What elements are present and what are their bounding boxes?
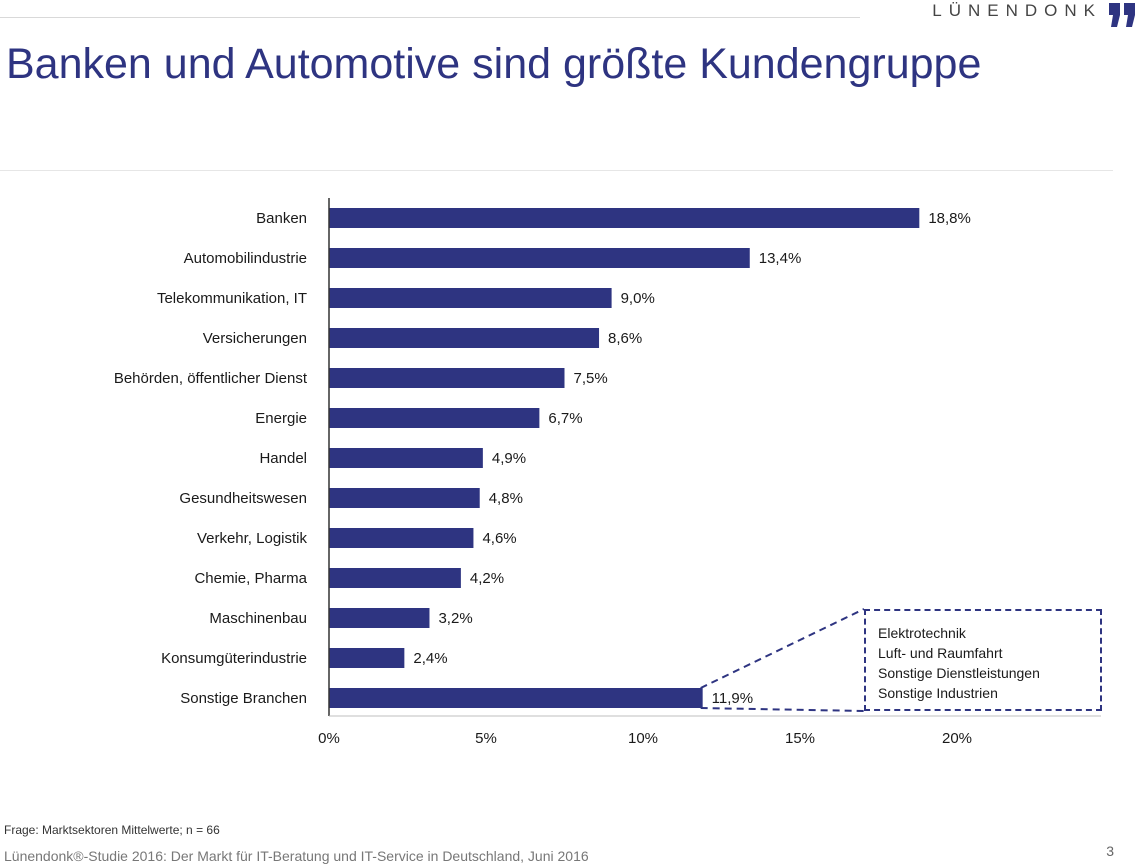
- top-rule: [0, 17, 860, 18]
- connector-line: [700, 608, 865, 689]
- data-label: 11,9%: [712, 690, 753, 707]
- bar: [329, 248, 750, 268]
- bar: [329, 448, 483, 468]
- page-number: 3: [1106, 843, 1114, 859]
- category-label: Telekommunikation, IT: [157, 290, 307, 307]
- x-tick-label: 20%: [942, 730, 972, 747]
- data-label: 4,9%: [492, 450, 526, 467]
- quote-mark-icon: [1109, 3, 1135, 27]
- bar: [329, 568, 461, 588]
- category-label: Verkehr, Logistik: [197, 530, 308, 547]
- x-tick-label: 5%: [475, 730, 497, 747]
- section-divider: [0, 170, 1113, 171]
- data-label: 8,6%: [608, 330, 642, 347]
- bar: [329, 288, 612, 308]
- category-label: Handel: [259, 450, 307, 467]
- data-label: 6,7%: [548, 410, 582, 427]
- category-label: Banken: [256, 210, 307, 227]
- annotation-line: Elektrotechnik: [878, 625, 966, 641]
- source-note: Lünendonk®-Studie 2016: Der Markt für IT…: [4, 848, 589, 864]
- category-label: Versicherungen: [203, 330, 307, 347]
- brand-logo: LÜNENDONK: [932, 0, 1138, 30]
- data-label: 18,8%: [928, 210, 971, 227]
- category-label: Energie: [255, 410, 307, 427]
- category-label: Sonstige Branchen: [180, 690, 307, 707]
- x-tick-label: 10%: [628, 730, 658, 747]
- data-label: 7,5%: [574, 370, 608, 387]
- category-label: Gesundheitswesen: [179, 490, 307, 507]
- bar: [329, 408, 540, 428]
- data-label: 9,0%: [621, 290, 655, 307]
- category-label: Automobilindustrie: [184, 250, 307, 267]
- bar: [329, 608, 430, 628]
- category-label: Chemie, Pharma: [194, 570, 307, 587]
- page-title: Banken und Automotive sind größte Kunden…: [6, 40, 982, 88]
- bar: [329, 368, 565, 388]
- bar: [329, 688, 703, 708]
- bar: [329, 328, 600, 348]
- category-label: Maschinenbau: [209, 610, 307, 627]
- category-label: Behörden, öffentlicher Dienst: [114, 370, 308, 387]
- data-label: 2,4%: [413, 650, 447, 667]
- data-label: 4,2%: [470, 570, 504, 587]
- bar: [329, 648, 405, 668]
- annotation-box: Elektrotechnik Luft- und Raumfahrt Sonst…: [864, 609, 1102, 711]
- bar: [329, 208, 920, 228]
- data-label: 3,2%: [438, 610, 472, 627]
- bar: [329, 488, 480, 508]
- data-label: 13,4%: [759, 250, 802, 267]
- data-label: 4,8%: [489, 490, 523, 507]
- connector-line: [700, 707, 865, 712]
- annotation-line: Sonstige Dienstleistungen: [878, 665, 1040, 681]
- footnote: Frage: Marktsektoren Mittelwerte; n = 66: [4, 823, 220, 837]
- x-tick-label: 0%: [318, 730, 340, 747]
- x-tick-label: 15%: [785, 730, 815, 747]
- annotation-line: Luft- und Raumfahrt: [878, 645, 1003, 661]
- brand-name: LÜNENDONK: [932, 1, 1102, 20]
- data-label: 4,6%: [482, 530, 516, 547]
- category-label: Konsumgüterindustrie: [161, 650, 307, 667]
- bar: [329, 528, 474, 548]
- annotation-line: Sonstige Industrien: [878, 685, 998, 701]
